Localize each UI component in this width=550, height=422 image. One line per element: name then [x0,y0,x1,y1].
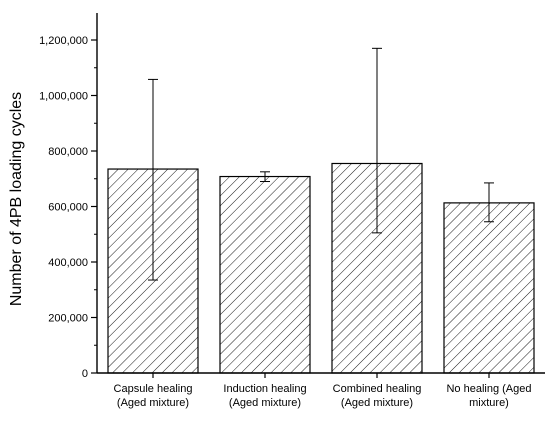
y-tick-label: 600,000 [48,202,88,214]
bars-layer [107,162,535,374]
y-tick-label: 800,000 [48,146,88,158]
error-bars-layer [148,47,494,281]
y-axis-title: Number of 4PB loading cycles [8,92,25,306]
y-tick-label: 1,000,000 [39,91,88,103]
x-tick-label: No healing (Aged mixture) [446,383,531,409]
y-tick-label: 200,000 [48,313,88,325]
bar [443,202,535,374]
x-tick-label: Capsule healing (Aged mixture) [114,383,193,409]
bar [219,175,311,374]
x-tick-label: Induction healing (Aged mixture) [223,383,306,409]
x-ticks: Capsule healing (Aged mixture) Induction h… [114,373,532,409]
y-ticks: 0 200,000 400,000 600,000 800,000 1,000,000 1,… [39,35,97,380]
y-tick-label: 0 [82,368,88,380]
x-tick-label: Combined healing (Aged mixture) [333,383,422,409]
y-tick-label: 400,000 [48,257,88,269]
y-tick-label: 1,200,000 [39,35,88,47]
